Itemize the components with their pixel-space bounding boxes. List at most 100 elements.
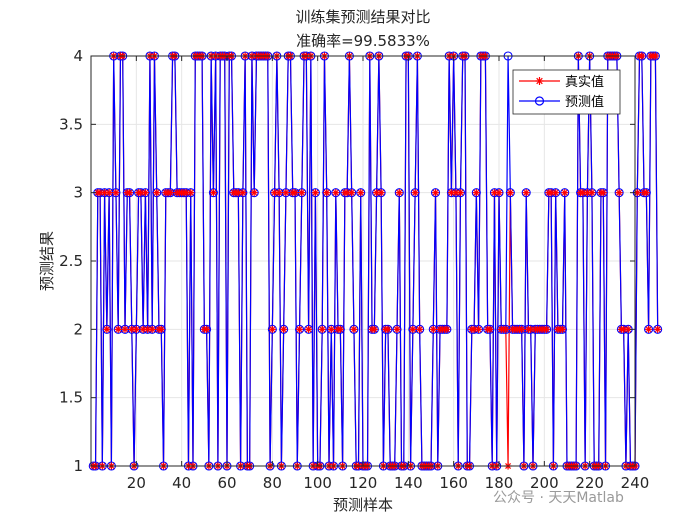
series-1-point bbox=[377, 189, 385, 197]
x-tick-label: 100 bbox=[303, 474, 332, 492]
legend-marker-series-1 bbox=[535, 77, 544, 85]
series-2-point bbox=[560, 188, 570, 198]
series-1-point bbox=[139, 325, 147, 333]
ticks: 20 40 60 80 100 120 140 160 180 200 220 240 1 1.5 2 2.5… bbox=[59, 47, 649, 492]
series-1-point bbox=[121, 325, 129, 333]
series-1-point bbox=[311, 189, 319, 197]
x-tick-label: 140 bbox=[394, 474, 423, 492]
series-1-point bbox=[250, 189, 258, 197]
series-1-point bbox=[148, 325, 156, 333]
series-2-point bbox=[430, 188, 441, 198]
series-2-point bbox=[317, 324, 327, 334]
y-tick-label: 3.5 bbox=[59, 115, 83, 133]
x-tick-label: 80 bbox=[263, 474, 282, 492]
series-1-point bbox=[495, 189, 503, 197]
series-1-point bbox=[645, 325, 653, 333]
series-2-line bbox=[93, 55, 659, 467]
series-1-point bbox=[506, 189, 514, 197]
x-tick-label: 180 bbox=[485, 474, 514, 492]
series-2-point bbox=[349, 324, 359, 334]
series-1-point bbox=[384, 325, 392, 333]
x-tick-label: 120 bbox=[349, 474, 378, 492]
series-1-point bbox=[336, 325, 344, 333]
x-tick-label: 60 bbox=[217, 474, 236, 492]
series-1-point bbox=[558, 325, 567, 333]
series-1-point bbox=[429, 325, 437, 333]
series-1-point bbox=[332, 189, 340, 197]
series-2-point bbox=[614, 188, 624, 198]
legend-label-series-1: 真实值 bbox=[565, 74, 604, 90]
legend-label-series-2: 预测值 bbox=[565, 94, 604, 110]
series-1-point bbox=[416, 325, 424, 333]
series-1-point bbox=[552, 189, 560, 197]
series-1-point bbox=[431, 189, 440, 197]
series-2-point bbox=[644, 324, 654, 334]
series-2-point bbox=[356, 188, 366, 198]
x-tick-label: 40 bbox=[172, 474, 191, 492]
series-1-point bbox=[114, 325, 122, 333]
series-1-point bbox=[280, 325, 288, 333]
series-1-point bbox=[599, 189, 607, 197]
series-2-point bbox=[331, 188, 341, 198]
legend-box bbox=[512, 69, 621, 115]
series-2-point bbox=[304, 324, 314, 334]
series-1-point bbox=[318, 325, 326, 333]
y-tick-label: 1.5 bbox=[59, 389, 83, 407]
x-tick-label: 200 bbox=[530, 474, 559, 492]
series-1-point bbox=[327, 325, 335, 333]
series-1-point bbox=[357, 189, 365, 197]
x-tick-label: 220 bbox=[575, 474, 604, 492]
series-1-point bbox=[157, 325, 165, 333]
series-1-point bbox=[395, 189, 403, 197]
series-1-point bbox=[393, 325, 401, 333]
series-1-point bbox=[543, 325, 551, 333]
series-1-point bbox=[128, 325, 136, 333]
series-1-point bbox=[588, 189, 596, 197]
series-2-point bbox=[410, 188, 420, 198]
series-2-point bbox=[394, 188, 404, 198]
series-1-point bbox=[203, 325, 211, 333]
chart-title: 训练集预测结果对比 bbox=[295, 8, 430, 26]
series-1-point bbox=[370, 325, 378, 333]
series-1-point bbox=[166, 189, 174, 197]
series-1-point bbox=[561, 189, 569, 197]
series-1-point bbox=[409, 325, 417, 333]
x-axis-label: 预测样本 bbox=[333, 496, 393, 514]
x-tick-label: 160 bbox=[439, 474, 468, 492]
series-1-point bbox=[522, 189, 530, 197]
series-1-point bbox=[209, 189, 217, 197]
series-1-point bbox=[502, 325, 510, 333]
series-1-point bbox=[275, 189, 283, 197]
series-1-point bbox=[282, 189, 290, 197]
series-1-point bbox=[472, 189, 480, 197]
series-2-point bbox=[471, 188, 481, 198]
series-1-point bbox=[615, 189, 623, 197]
series-1-point bbox=[638, 52, 646, 60]
y-tick-label: 4 bbox=[73, 47, 83, 65]
series-2-point bbox=[392, 324, 402, 334]
series-1-point bbox=[144, 325, 152, 333]
series-1-point bbox=[443, 325, 451, 333]
y-tick-label: 2.5 bbox=[59, 252, 83, 270]
series-2-point bbox=[653, 324, 663, 334]
watermark: 公众号 · 天天Matlab bbox=[493, 490, 624, 506]
y-tick-label: 3 bbox=[73, 184, 83, 202]
series-1-point bbox=[132, 325, 140, 333]
y-tick-label: 1 bbox=[73, 457, 83, 475]
series-1-point bbox=[112, 189, 120, 197]
series-1-point bbox=[187, 189, 195, 197]
series-1-point bbox=[486, 325, 494, 333]
series-1-point bbox=[654, 325, 662, 333]
series-1-point bbox=[518, 325, 526, 333]
series-2-point bbox=[249, 188, 259, 198]
series-2-point bbox=[505, 188, 515, 198]
series-1-point bbox=[103, 325, 111, 333]
y-tick-label: 2 bbox=[73, 320, 83, 338]
series-1-point bbox=[624, 325, 632, 333]
series-1-point bbox=[348, 189, 356, 197]
series-1-point bbox=[291, 189, 299, 197]
series-1-point bbox=[642, 189, 650, 197]
series-1-point bbox=[651, 52, 659, 60]
series-1-point bbox=[470, 325, 478, 333]
series-2-point bbox=[279, 324, 289, 334]
